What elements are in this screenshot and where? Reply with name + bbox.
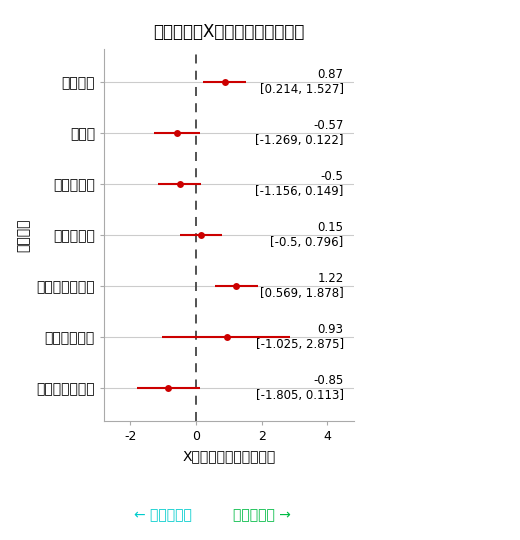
X-axis label: X線年齢への影響（歳）: X線年齢への影響（歳） — [182, 449, 276, 463]
Text: 1.22
[0.569, 1.878]: 1.22 [0.569, 1.878] — [260, 272, 344, 300]
Text: -0.57
[-1.269, 0.122]: -0.57 [-1.269, 0.122] — [255, 119, 344, 147]
Title: 併存疾患がX線年齢に与える影響: 併存疾患がX線年齢に与える影響 — [153, 23, 305, 42]
Text: -0.85
[-1.805, 0.113]: -0.85 [-1.805, 0.113] — [256, 374, 344, 402]
Text: 高齢に推定 →: 高齢に推定 → — [233, 509, 291, 523]
Text: 0.15
[-0.5, 0.796]: 0.15 [-0.5, 0.796] — [270, 221, 344, 249]
Text: 0.93
[-1.025, 2.875]: 0.93 [-1.025, 2.875] — [256, 323, 344, 351]
Text: ← 若目に推定: ← 若目に推定 — [134, 509, 192, 523]
Text: -0.5
[-1.156, 0.149]: -0.5 [-1.156, 0.149] — [255, 170, 344, 198]
Text: 0.87
[0.214, 1.527]: 0.87 [0.214, 1.527] — [260, 68, 344, 96]
Y-axis label: 併存疾患: 併存疾患 — [17, 218, 31, 252]
